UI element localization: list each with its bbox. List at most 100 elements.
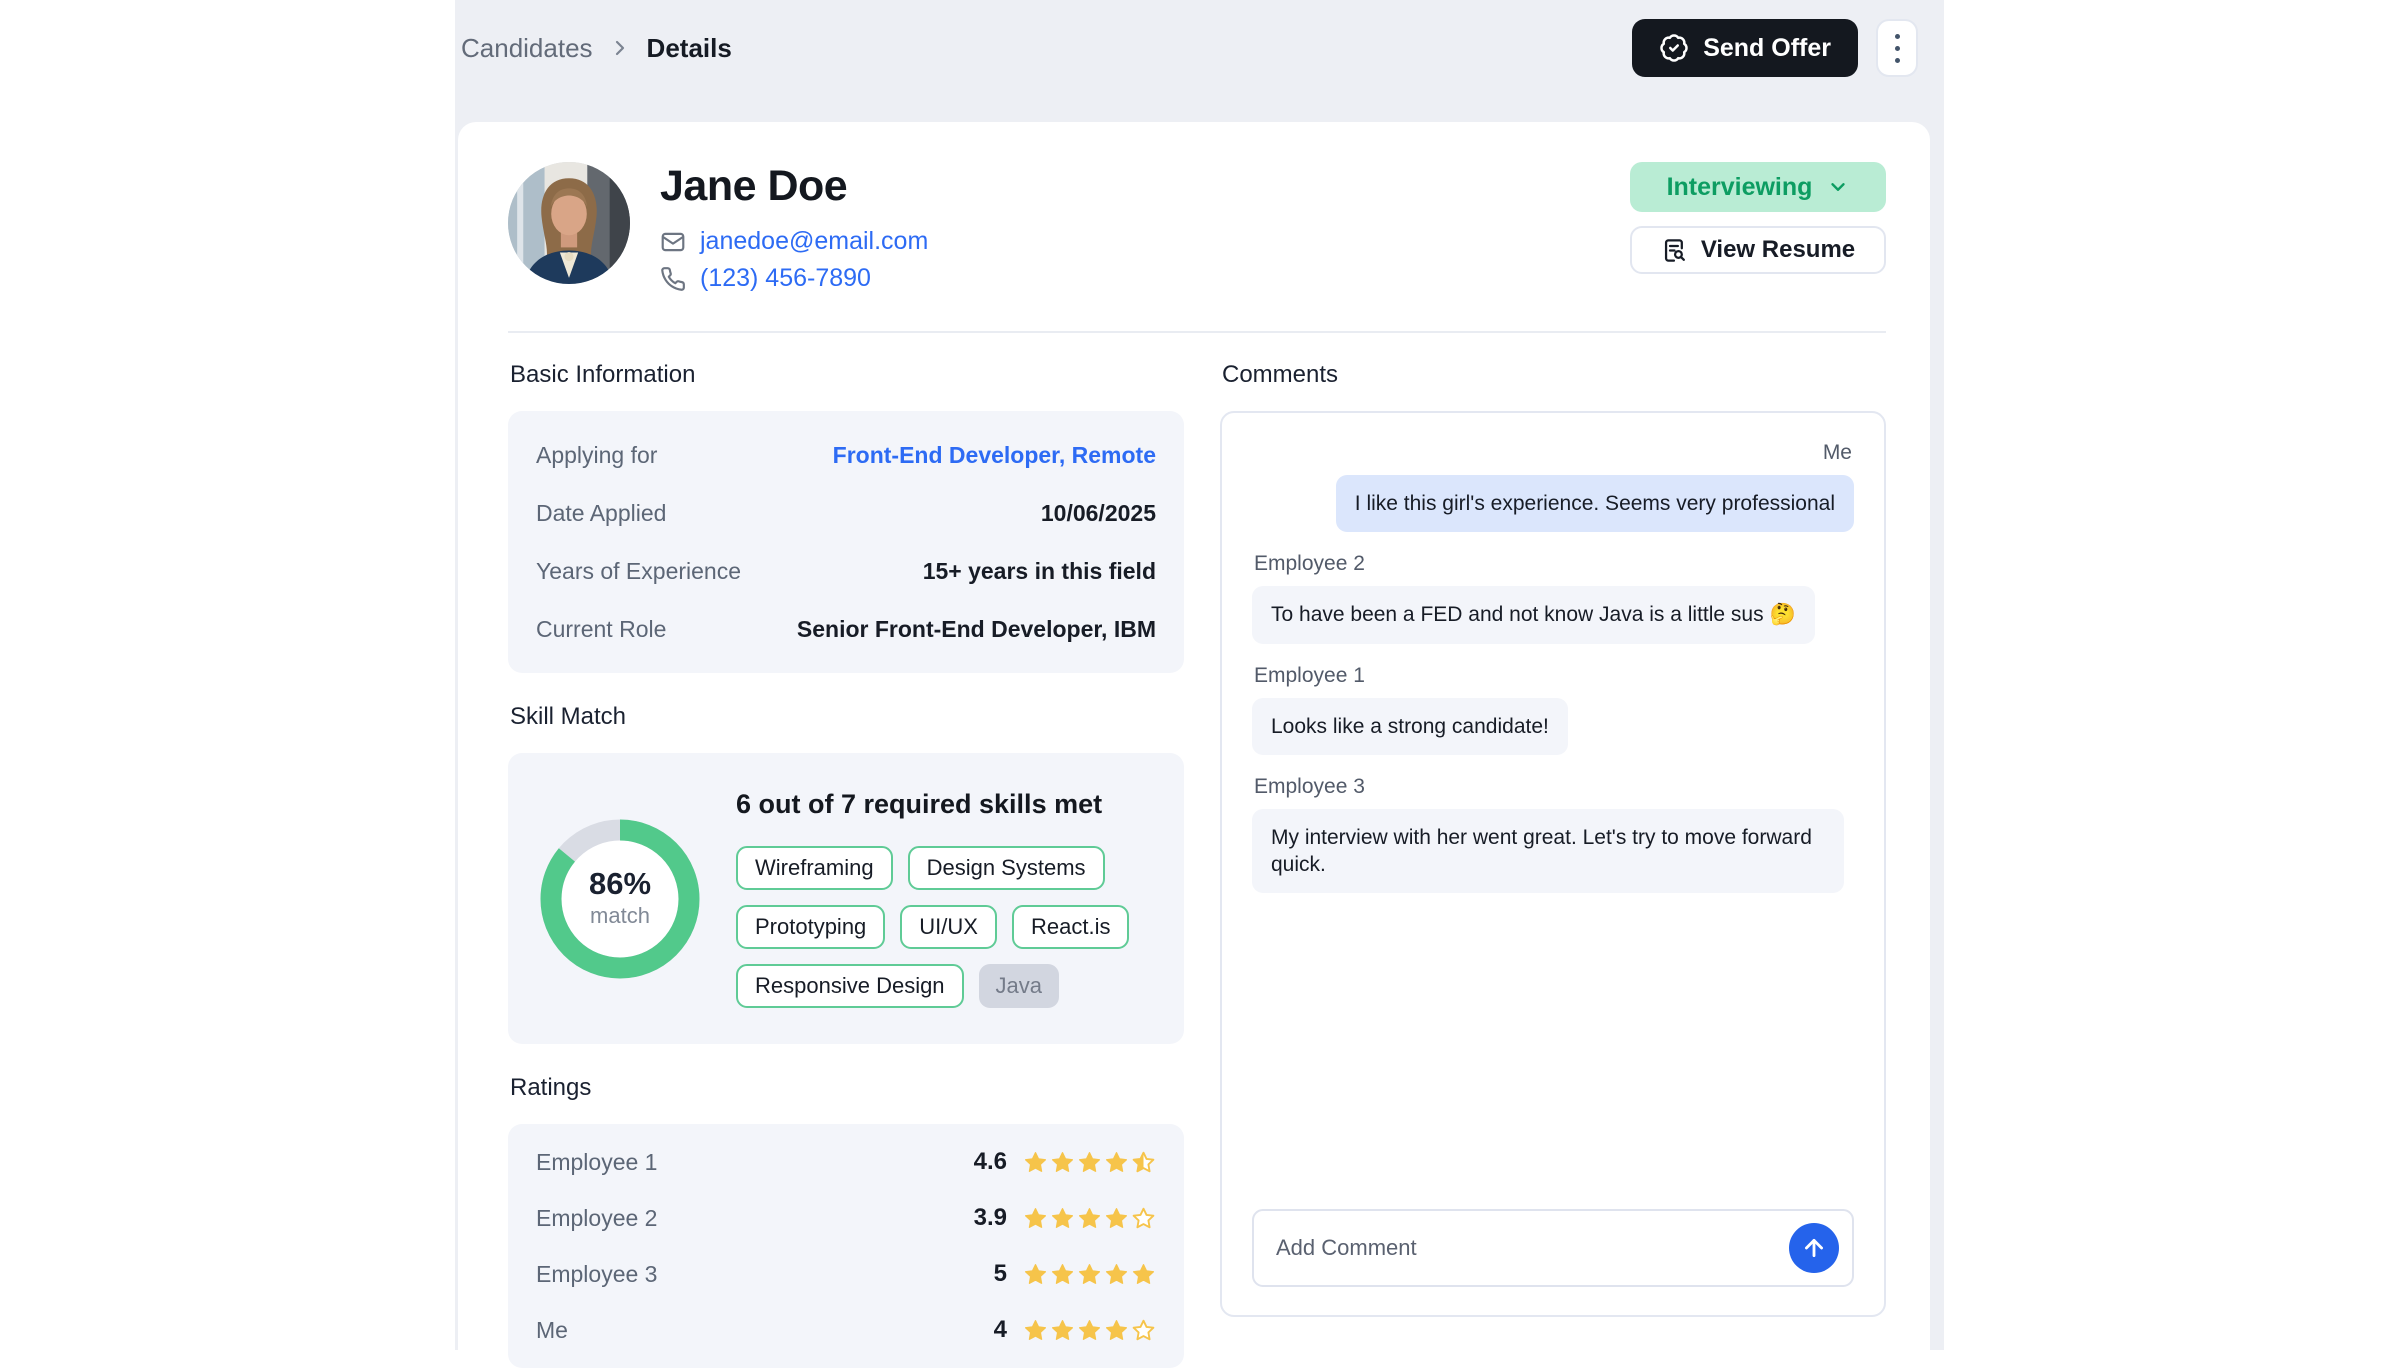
comment-bubble: To have been a FED and not know Java is … [1252, 586, 1815, 644]
candidate-name: Jane Doe [660, 162, 848, 210]
info-row-label: Applying for [536, 441, 658, 468]
comment-group: Employee 1 Looks like a strong candidate! [1252, 660, 1854, 755]
info-row-label: Date Applied [536, 499, 667, 526]
rating-stars [1023, 1150, 1156, 1175]
comment-bubble: My interview with her went great. Let's … [1252, 808, 1844, 894]
more-menu-button[interactable] [1876, 19, 1918, 77]
skill-chip: React.is [1011, 905, 1130, 949]
status-dropdown[interactable]: Interviewing [1630, 162, 1886, 212]
badge-check-icon [1659, 33, 1689, 63]
chevron-right-icon [608, 36, 632, 60]
skill-chip: Wireframing [736, 846, 893, 890]
skills-met-headline: 6 out of 7 required skills met [736, 789, 1103, 819]
rating-value: 4 [993, 1316, 1007, 1343]
add-comment-input[interactable] [1274, 1234, 1789, 1262]
profile-header: Jane Doe janedoe@email.com (123) 456-789… [508, 162, 1886, 301]
ratings-title: Ratings [510, 1074, 592, 1101]
status-label: Interviewing [1666, 172, 1813, 201]
send-comment-button[interactable] [1789, 1223, 1839, 1273]
rating-stars [1023, 1318, 1156, 1343]
info-row-label: Current Role [536, 615, 667, 642]
rating-name: Me [536, 1316, 568, 1343]
info-row-label: Years of Experience [536, 557, 742, 584]
phone-row: (123) 456-7890 [660, 264, 928, 293]
comment-author: Me [1822, 441, 1852, 464]
rating-right: 4.6 [974, 1148, 1156, 1176]
topbar-actions: Send Offer [1632, 19, 1918, 77]
comment-bubble: Looks like a strong candidate! [1252, 697, 1568, 755]
phone-icon [660, 266, 686, 292]
topbar: Candidates Details Send Offer [455, 0, 1944, 122]
skill-chip: UI/UX [900, 905, 997, 949]
ratings-panel: Employee 1 4.6 Employee 2 3.9 Employee 3 5 Me 4 [508, 1124, 1184, 1368]
basic-info-panel: Applying for Front-End Developer, Remote D… [508, 411, 1184, 673]
skill-chips: Wireframing Design Systems Prototyping UI/U… [736, 846, 1152, 1008]
send-offer-label: Send Offer [1703, 33, 1831, 62]
skill-chip-unmet: Java [978, 964, 1060, 1008]
file-search-icon [1661, 237, 1688, 264]
comment-author: Employee 3 [1254, 774, 1365, 798]
skill-chip: Prototyping [736, 905, 886, 949]
info-row-value: Senior Front-End Developer, IBM [796, 615, 1156, 642]
rating-row: Employee 3 5 [536, 1246, 1156, 1302]
skill-match-donut-chart: 86% match [540, 819, 700, 979]
skill-match-title: Skill Match [510, 703, 627, 730]
left-column: Basic Information Applying for Front-End … [508, 361, 1184, 1368]
chevron-down-icon [1827, 176, 1849, 198]
comment-group: Employee 3 My interview with her went gre… [1252, 771, 1854, 894]
breadcrumb-details: Details [646, 32, 732, 63]
info-row: Current Role Senior Front-End Developer, … [536, 600, 1156, 658]
comments-card: Me I like this girl's experience. Seems v… [1220, 411, 1886, 1317]
kebab-menu-icon [1894, 33, 1900, 39]
avatar [508, 162, 630, 284]
skill-chip: Responsive Design [736, 964, 964, 1008]
rating-value: 3.9 [973, 1204, 1007, 1231]
rating-stars [1023, 1262, 1156, 1287]
rating-row: Me 4 [536, 1302, 1156, 1358]
comment-group: Employee 2 To have been a FED and not kno… [1252, 548, 1854, 644]
comment-author: Employee 2 [1254, 552, 1365, 576]
basic-info-rows: Applying for Front-End Developer, Remote D… [536, 426, 1156, 658]
comment-author: Employee 1 [1254, 663, 1365, 687]
rating-right: 3.9 [974, 1204, 1156, 1232]
comments-title: Comments [1222, 361, 1339, 388]
skill-chip: Design Systems [907, 846, 1105, 890]
view-resume-label: View Resume [1700, 236, 1856, 263]
comment-input-row [1252, 1209, 1854, 1287]
info-row: Date Applied 10/06/2025 [536, 484, 1156, 542]
email-row: janedoe@email.com [660, 227, 928, 256]
rating-name: Employee 2 [536, 1204, 658, 1231]
basic-info-title: Basic Information [510, 361, 696, 388]
rating-value: 4.6 [973, 1148, 1007, 1175]
breadcrumb: Candidates Details [461, 33, 732, 64]
phone-link[interactable]: (123) 456-7890 [700, 264, 871, 292]
skill-match-panel: 86% match 6 out of 7 required skills met… [508, 753, 1184, 1044]
mail-icon [660, 229, 686, 255]
rating-name: Employee 3 [536, 1260, 658, 1287]
view-resume-button[interactable]: View Resume [1630, 226, 1886, 274]
applying-for-link[interactable]: Front-End Developer, Remote [832, 441, 1156, 468]
breadcrumb-candidates[interactable]: Candidates [461, 32, 593, 63]
match-percent: 86% [588, 866, 652, 901]
info-row-value: 15+ years in this field [922, 557, 1156, 584]
info-row: Applying for Front-End Developer, Remote [536, 426, 1156, 484]
ratings-rows: Employee 1 4.6 Employee 2 3.9 Employee 3 5 Me 4 [536, 1134, 1156, 1358]
comments-list: Me I like this girl's experience. Seems v… [1252, 437, 1854, 909]
comment-bubble: I like this girl's experience. Seems ver… [1335, 475, 1854, 533]
comment-group: Me I like this girl's experience. Seems v… [1252, 437, 1854, 533]
info-row-value: 10/06/2025 [1040, 499, 1156, 526]
profile-info: Jane Doe janedoe@email.com (123) 456-789… [660, 162, 928, 301]
header-divider [508, 331, 1886, 333]
match-label: match [590, 903, 650, 928]
arrow-up-icon [1801, 1235, 1827, 1261]
email-link[interactable]: janedoe@email.com [700, 227, 929, 255]
info-row: Years of Experience 15+ years in this fie… [536, 542, 1156, 600]
app-surface: Candidates Details Send Offer [455, 0, 1944, 1368]
rating-name: Employee 1 [536, 1148, 658, 1175]
send-offer-button[interactable]: Send Offer [1632, 19, 1858, 77]
profile-actions: Interviewing View Resume [1630, 162, 1886, 301]
rating-right: 4 [994, 1316, 1156, 1344]
right-column: Comments Me I like this girl's experience… [1220, 361, 1886, 1368]
rating-row: Employee 2 3.9 [536, 1190, 1156, 1246]
rating-right: 5 [994, 1260, 1156, 1288]
